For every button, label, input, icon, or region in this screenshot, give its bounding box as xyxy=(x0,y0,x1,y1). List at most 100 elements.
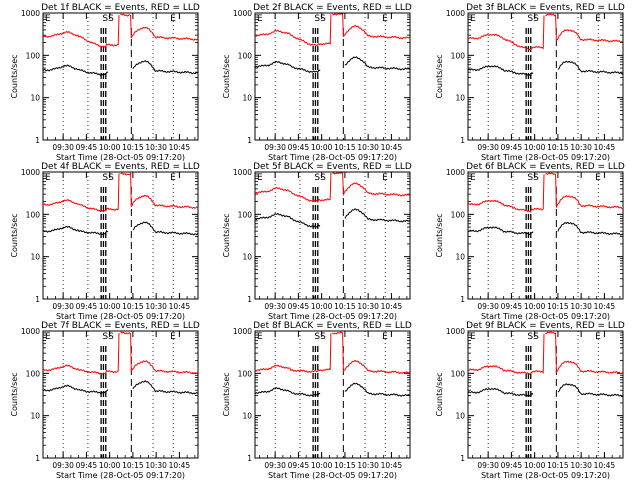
y-tick-label: 1 xyxy=(460,295,465,304)
x-tick-label: 09:45 xyxy=(76,143,98,152)
flag-mid: SS xyxy=(102,14,114,24)
flag-mid: SS xyxy=(527,173,539,183)
events-curve-black xyxy=(467,60,624,77)
x-tick-label: 09:30 xyxy=(264,461,286,470)
y-tick-label: 1000 xyxy=(233,9,252,18)
plot-frame xyxy=(467,171,624,300)
flag-right: E xyxy=(170,173,176,183)
x-tick-label: 10:00 xyxy=(99,143,121,152)
y-axis-label: Counts/sec xyxy=(222,372,231,416)
y-tick-label: 1 xyxy=(247,454,252,463)
panel-title: Det 8f BLACK = Events, RED = LLD xyxy=(253,321,412,331)
y-tick-label: 1 xyxy=(247,295,252,304)
panel-title: Det 7f BLACK = Events, RED = LLD xyxy=(41,321,200,331)
plot-frame xyxy=(254,330,411,459)
flag-mid: SS xyxy=(527,14,539,24)
panel-title: Det 6f BLACK = Events, RED = LLD xyxy=(466,162,625,172)
x-tick-label: 10:45 xyxy=(594,461,616,470)
panel-title: Det 3f BLACK = Events, RED = LLD xyxy=(466,3,625,13)
y-tick-label: 1000 xyxy=(233,168,252,177)
x-tick-label: 10:15 xyxy=(547,302,569,311)
x-tick-label: 10:30 xyxy=(145,143,167,152)
x-tick-label: 10:00 xyxy=(524,461,546,470)
plot-frame xyxy=(467,12,624,141)
x-tick-label: 09:30 xyxy=(477,302,499,311)
flag-mid: SS xyxy=(314,173,326,183)
x-tick-label: 09:30 xyxy=(52,302,74,311)
y-axis-label: Counts/sec xyxy=(435,54,444,98)
x-tick-label: 10:30 xyxy=(145,461,167,470)
x-tick-label: 09:30 xyxy=(52,143,74,152)
x-tick-label: 10:45 xyxy=(381,143,403,152)
flag-right: E xyxy=(595,14,601,24)
x-tick-label: 09:45 xyxy=(288,302,310,311)
flag-mid: SS xyxy=(314,332,326,342)
panel-title: Det 4f BLACK = Events, RED = LLD xyxy=(41,162,200,172)
x-tick-label: 10:30 xyxy=(570,143,592,152)
lld-curve-red xyxy=(254,331,411,375)
x-tick-label: 09:45 xyxy=(501,143,523,152)
flag-left: E xyxy=(257,332,263,342)
x-tick-label: 10:00 xyxy=(311,143,333,152)
y-tick-label: 1000 xyxy=(21,327,40,336)
flag-left: E xyxy=(470,14,476,24)
y-tick-label: 1000 xyxy=(446,327,465,336)
y-tick-label: 100 xyxy=(26,210,41,219)
events-curve-black xyxy=(254,56,411,74)
x-axis-label: Start Time (28-Oct-05 09:17:20) xyxy=(481,153,610,162)
flag-right: E xyxy=(382,173,388,183)
x-tick-label: 10:00 xyxy=(311,302,333,311)
flag-left: E xyxy=(45,332,51,342)
lld-curve-red xyxy=(42,331,199,375)
lld-curve-red xyxy=(254,13,411,47)
flag-mid: SS xyxy=(314,14,326,24)
flag-right: E xyxy=(170,14,176,24)
flag-mid: SS xyxy=(102,173,114,183)
events-curve-black xyxy=(43,60,199,77)
x-tick-label: 10:15 xyxy=(334,461,356,470)
plot-frame xyxy=(42,330,199,459)
lld-curve-red xyxy=(42,13,199,48)
flag-mid: SS xyxy=(527,332,539,342)
flag-right: E xyxy=(382,332,388,342)
events-curve-black xyxy=(254,382,411,397)
x-tick-label: 09:45 xyxy=(76,461,98,470)
x-tick-label: 10:15 xyxy=(122,143,144,152)
x-tick-label: 09:30 xyxy=(264,302,286,311)
y-tick-label: 1000 xyxy=(446,168,465,177)
y-tick-label: 100 xyxy=(238,51,253,60)
x-tick-label: 10:15 xyxy=(547,461,569,470)
flag-right: E xyxy=(382,14,388,24)
panel-title: Det 9f BLACK = Events, RED = LLD xyxy=(466,321,625,331)
plot-frame xyxy=(42,171,199,300)
y-tick-label: 10 xyxy=(242,253,252,262)
y-axis-label: Counts/sec xyxy=(222,54,231,98)
x-axis-label: Start Time (28-Oct-05 09:17:20) xyxy=(56,312,185,321)
lld-curve-red xyxy=(43,172,199,213)
x-tick-label: 10:30 xyxy=(357,461,379,470)
x-tick-label: 10:45 xyxy=(169,302,191,311)
y-tick-label: 1 xyxy=(247,136,252,145)
x-tick-label: 10:30 xyxy=(357,143,379,152)
x-tick-label: 09:45 xyxy=(501,302,523,311)
x-tick-label: 10:30 xyxy=(357,302,379,311)
flag-left: E xyxy=(470,173,476,183)
plot-frame xyxy=(254,171,411,300)
x-tick-label: 10:30 xyxy=(570,461,592,470)
events-curve-black xyxy=(254,208,411,228)
y-tick-label: 100 xyxy=(451,51,466,60)
x-tick-label: 10:15 xyxy=(547,143,569,152)
plot-frame xyxy=(42,12,199,141)
x-tick-label: 10:45 xyxy=(594,302,616,311)
x-tick-label: 10:00 xyxy=(311,461,333,470)
y-tick-label: 10 xyxy=(455,94,465,103)
y-tick-label: 10 xyxy=(455,412,465,421)
y-tick-label: 1 xyxy=(35,295,40,304)
y-tick-label: 1 xyxy=(460,136,465,145)
